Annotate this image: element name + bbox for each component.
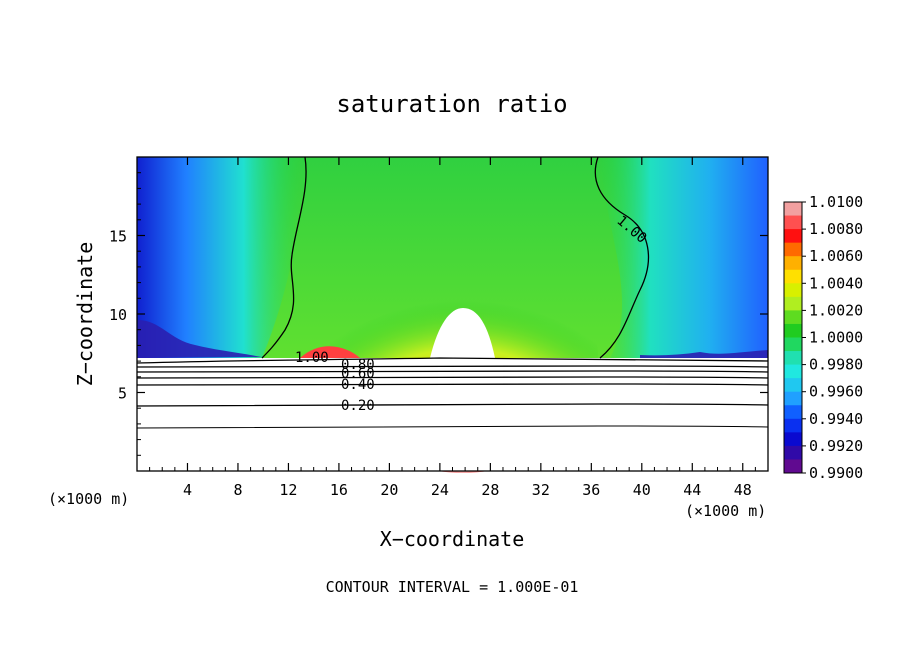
lower-region [137, 358, 768, 471]
colorbar-swatch [784, 378, 802, 393]
x-tick-label: 8 [233, 481, 242, 499]
x-tick-label: 44 [683, 481, 701, 499]
chart-title: saturation ratio [336, 90, 567, 118]
contour-label: 0.20 [341, 398, 375, 414]
colorbar-swatch [784, 391, 802, 406]
x-tick-label: 12 [279, 481, 297, 499]
colorbar-swatch [784, 405, 802, 420]
contour-label: 0.40 [341, 377, 375, 393]
x-tick-label: 32 [532, 481, 550, 499]
contour-interval-note: CONTOUR INTERVAL = 1.000E-01 [326, 578, 579, 596]
contour-line [136, 364, 769, 368]
contour-line [594, 156, 650, 359]
colorbar-swatch [784, 351, 802, 366]
colorbar-swatch [784, 337, 802, 352]
x-axis-label: X−coordinate [380, 527, 525, 551]
x-tick-label: 36 [582, 481, 600, 499]
colorbar-swatch [784, 459, 802, 474]
left-dry-region [137, 157, 301, 358]
dome-core [430, 308, 495, 358]
colorbar-label: 1.0020 [809, 301, 863, 319]
colorbar-label: 0.9900 [809, 464, 863, 482]
colorbar-swatch [784, 323, 802, 338]
colorbar-swatch [784, 283, 802, 298]
colorbar-label: 0.9980 [809, 356, 863, 374]
colorbar-swatch [784, 242, 802, 257]
contour-label: 1.00 [295, 350, 329, 366]
colorbar-swatch [784, 310, 802, 325]
y-tick-label: 15 [109, 228, 127, 246]
right-dry-region [600, 157, 768, 358]
colorbar-label: 1.0100 [809, 193, 863, 211]
colorbar-label: 0.9960 [809, 383, 863, 401]
x-tick-label: 28 [481, 481, 499, 499]
colorbar-swatch [784, 432, 802, 447]
x-tick-label: 24 [431, 481, 449, 499]
contour-line [136, 425, 769, 429]
colorbar-swatch [784, 202, 802, 217]
contour-label: 0.60 [341, 366, 375, 382]
x-tick-label: 20 [380, 481, 398, 499]
saturation-field [137, 157, 768, 473]
colorbar-swatch [784, 445, 802, 460]
colorbar-swatch [784, 256, 802, 271]
colorbar-swatch [784, 215, 802, 230]
contour-line [136, 376, 769, 379]
y-axis: 5 10 15 [109, 172, 768, 456]
right-deep-dry [640, 350, 768, 358]
contour-lines [136, 156, 769, 429]
contour-line [261, 156, 307, 359]
contour-line [136, 357, 769, 364]
contour-labels: 1.00 0.80 0.60 0.40 0.20 1.00 [295, 213, 650, 414]
x-unit-left: (×1000 m) [48, 490, 129, 508]
colorbar-swatch [784, 296, 802, 311]
x-tick-label: 48 [734, 481, 752, 499]
colorbar-swatch [784, 364, 802, 379]
x-tick-label: 16 [330, 481, 348, 499]
colorbar-label: 1.0040 [809, 274, 863, 292]
y-tick-label: 10 [109, 306, 127, 324]
left-deep-dry [138, 320, 262, 358]
colorbar-label: 1.0000 [809, 329, 863, 347]
x-axis: 4 8 12 16 20 24 28 32 36 40 44 48 [149, 157, 756, 499]
y-tick-label: 5 [118, 385, 127, 403]
colorbar-label: 0.9940 [809, 410, 863, 428]
contour-line [136, 369, 769, 373]
left-bump [300, 346, 360, 358]
contour-line [136, 403, 769, 407]
contour-line [136, 383, 769, 386]
colorbar-label: 1.0060 [809, 247, 863, 265]
y-axis-label: Z−coordinate [73, 242, 97, 387]
colorbar-swatch [784, 418, 802, 433]
x-tick-label: 4 [183, 481, 192, 499]
x-tick-label: 40 [633, 481, 651, 499]
colorbar-label: 0.9920 [809, 437, 863, 455]
contour-label: 0.80 [341, 357, 375, 373]
colorbar-label: 1.0080 [809, 220, 863, 238]
colorbar-swatch [784, 229, 802, 244]
colorbar-swatch [784, 269, 802, 284]
x-unit-right: (×1000 m) [685, 502, 766, 520]
colorbar: 1.0100 1.0080 1.0060 1.0040 1.0020 1.0000 0.99… [783, 193, 863, 482]
